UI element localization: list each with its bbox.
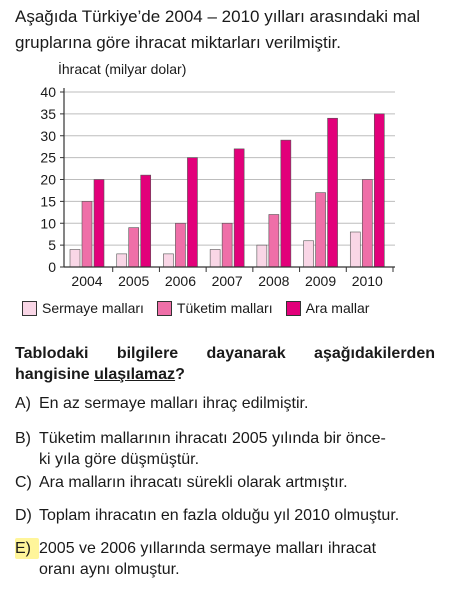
legend: Sermaye malları Tüketim malları Ara mall… <box>22 300 382 316</box>
option-d-text: Toplam ihracatın en fazla olduğu yıl 201… <box>39 507 400 524</box>
bar-tüketim-2006 <box>175 222 186 268</box>
legend-swatch-sermaye <box>22 300 37 316</box>
bar-tüketim-2007 <box>221 222 233 268</box>
bar-tüketim-2004 <box>81 201 93 268</box>
bar-chart: İhracat (milyar dolar) 0510152025303540 … <box>40 62 395 289</box>
y-tick-label: 30 <box>40 128 56 144</box>
x-tick-label: 2007 <box>212 273 243 289</box>
bar-tüketim-2010 <box>361 179 373 268</box>
bar-ara-2007 <box>233 148 245 268</box>
x-tick-label: 2006 <box>165 273 196 289</box>
x-tick-label: 2009 <box>305 273 336 289</box>
y-tick-label: 20 <box>40 172 56 188</box>
y-tick-label: 0 <box>48 259 56 275</box>
legend-label-sermaye: Sermaye malları <box>42 300 144 316</box>
bar-sermaye-2008 <box>256 244 268 268</box>
legend-item-sermaye: Sermaye malları <box>22 300 144 316</box>
bar-ara-2010 <box>373 113 385 268</box>
option-e-text-cont: oranı aynı olmuştur. <box>39 561 180 578</box>
bar-ara-2004 <box>93 179 105 268</box>
option-c[interactable]: C) Ara malların ihracatı sürekli olarak a… <box>15 472 435 493</box>
question-part-1: Tablodaki bilgilere dayanarak aşağıdakil… <box>15 345 435 383</box>
option-e[interactable]: E) 2005 ve 2006 yıllarında sermaye mallar… <box>15 538 435 580</box>
bar-sermaye-2009 <box>303 240 314 268</box>
option-a-text: En az sermaye malları ihraç edilmiştir. <box>39 395 309 412</box>
bar-tüketim-2005 <box>128 227 140 268</box>
bar-ara-2008 <box>280 139 292 268</box>
y-axis-label: İhracat (milyar dolar) <box>58 62 186 77</box>
option-b-text: Tüketim mallarının ihracatı 2005 yılında… <box>39 430 386 447</box>
option-d[interactable]: D) Toplam ihracatın en fazla olduğu yıl 2… <box>15 505 435 526</box>
bar-sermaye-2006 <box>163 253 174 268</box>
question-text: Tablodaki bilgilere dayanarak aşağıdakil… <box>15 343 435 385</box>
option-b-label: B) <box>15 430 31 447</box>
legend-label-ara: Ara mallar <box>305 300 370 316</box>
question-part-2: ? <box>175 366 185 383</box>
option-e-label: E) <box>15 538 39 559</box>
option-b[interactable]: B) Tüketim mallarının ihracatı 2005 yılın… <box>15 428 435 470</box>
legend-label-tuketim: Tüketim malları <box>176 300 273 316</box>
x-tick-label: 2004 <box>71 273 102 289</box>
bar-ara-2006 <box>187 157 198 268</box>
legend-item-ara: Ara mallar <box>285 300 370 316</box>
option-a[interactable]: A) En az sermaye malları ihraç edilmiştir… <box>15 393 435 414</box>
bar-sermaye-2005 <box>116 253 128 268</box>
option-c-text: Ara malların ihracatı sürekli olarak art… <box>39 474 348 491</box>
x-tick-label: 2008 <box>258 273 289 289</box>
y-tick-label: 35 <box>40 106 56 122</box>
intro-text: Aşağıda Türkiye’de 2004 – 2010 yılları a… <box>15 7 421 52</box>
bar-sermaye-2010 <box>349 231 361 268</box>
option-e-text: 2005 ve 2006 yıllarında sermaye malları … <box>39 540 377 557</box>
bar-tüketim-2009 <box>315 192 326 268</box>
bar-sermaye-2007 <box>209 249 221 268</box>
bar-ara-2009 <box>327 117 338 268</box>
bar-tüketim-2008 <box>268 214 280 268</box>
legend-item-tuketim: Tüketim malları <box>156 300 273 316</box>
y-tick-label: 25 <box>40 150 56 166</box>
option-b-text-cont: ki yıla göre düşmüştür. <box>39 451 200 468</box>
legend-swatch-ara <box>285 300 301 316</box>
option-a-label: A) <box>15 395 31 412</box>
bar-sermaye-2004 <box>69 249 81 268</box>
option-d-label: D) <box>15 507 32 524</box>
bar-ara-2005 <box>140 174 152 268</box>
x-tick-label: 2010 <box>352 273 383 289</box>
legend-swatch-tuketim <box>156 300 172 316</box>
y-tick-label: 15 <box>40 193 56 209</box>
question-underlined-word: ulaşılamaz <box>94 366 176 383</box>
y-tick-label: 40 <box>40 84 56 100</box>
x-tick-label: 2005 <box>118 273 149 289</box>
y-tick-label: 10 <box>40 215 56 231</box>
option-c-label: C) <box>15 474 32 491</box>
y-tick-label: 5 <box>48 237 56 253</box>
